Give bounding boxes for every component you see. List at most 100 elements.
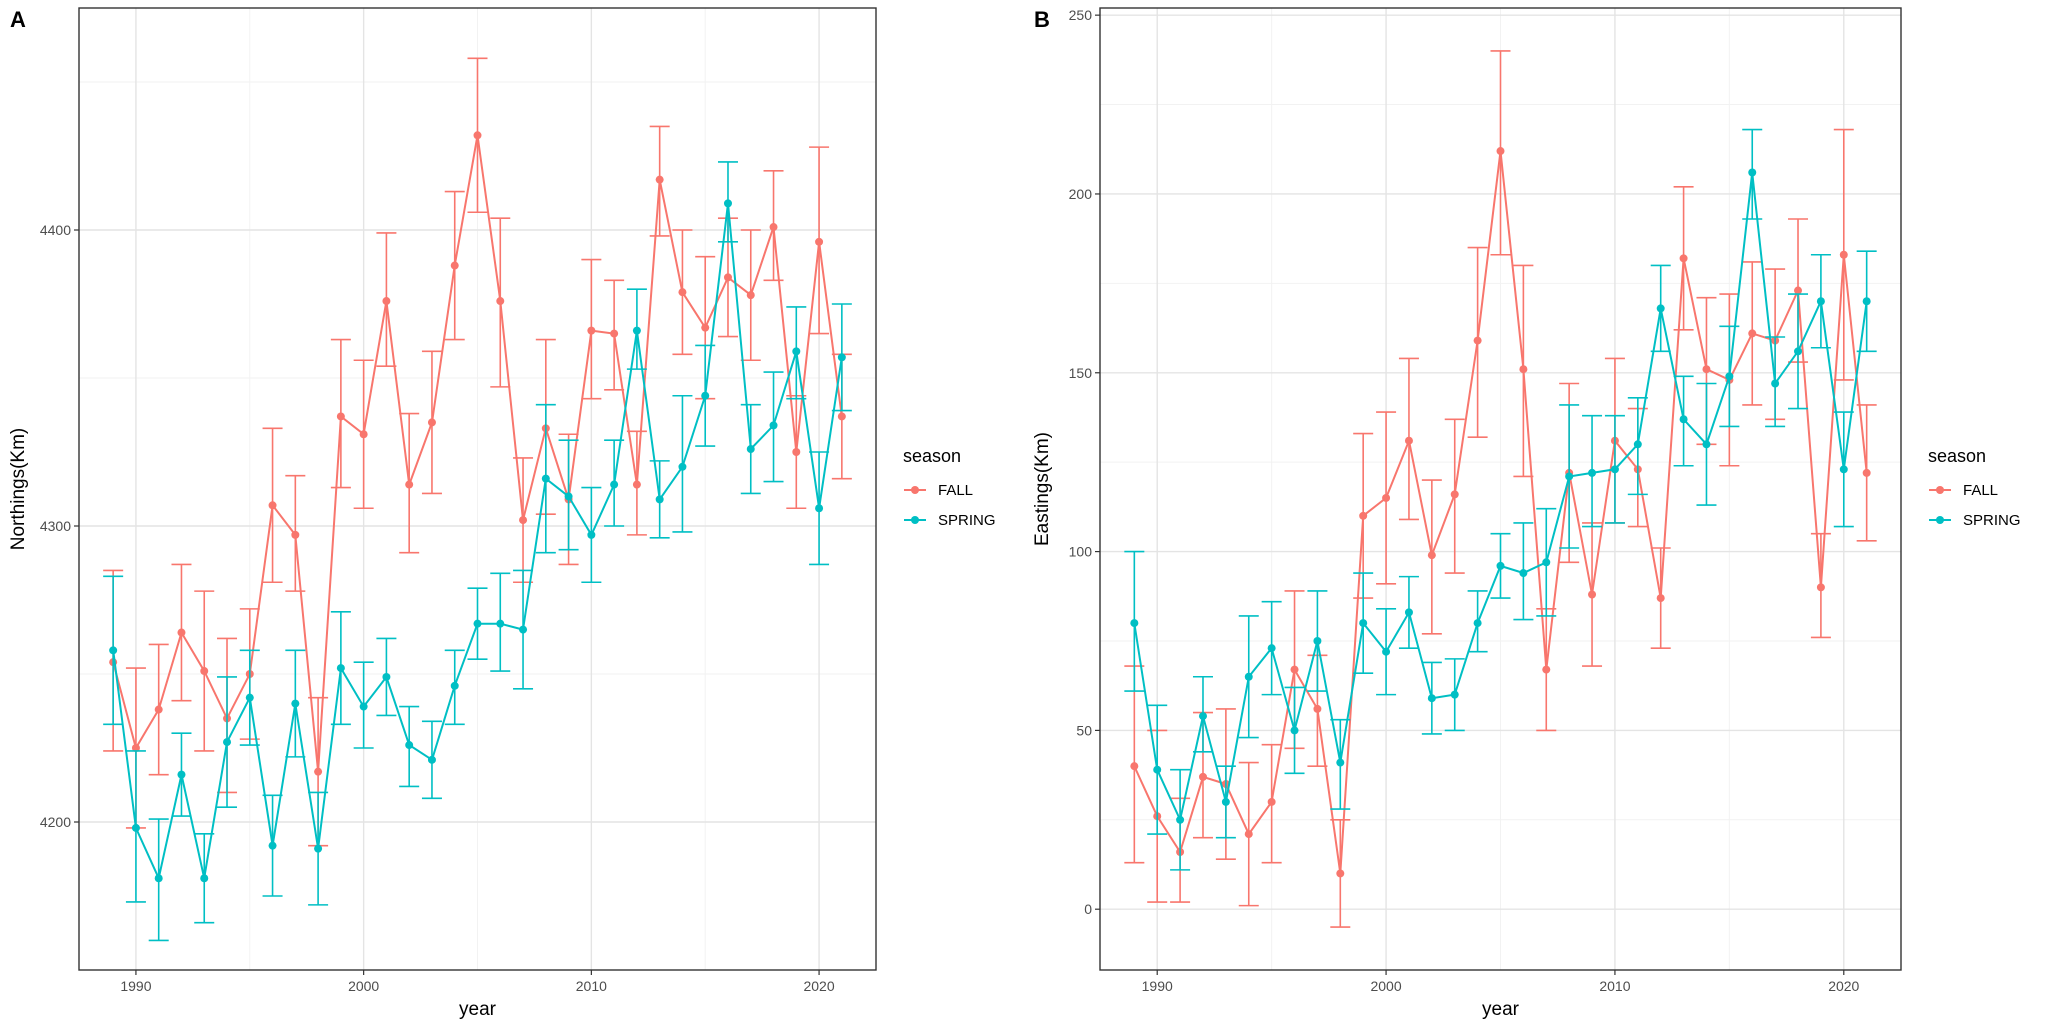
data-point [1496,561,1505,570]
data-point [1748,168,1757,177]
data-point [427,755,436,764]
data-point [1130,762,1139,771]
y-tick-label: 4300 [40,518,71,534]
legend-label: SPRING [938,512,996,529]
data-point [1130,619,1139,628]
data-point [1519,365,1528,374]
data-point [177,628,186,637]
data-point [1290,726,1299,735]
data-point [587,530,596,539]
data-point [1473,619,1482,628]
legend-key-point [911,516,919,524]
data-point [1473,336,1482,345]
data-point [1702,440,1711,449]
data-point [837,412,846,421]
data-point [1839,465,1848,474]
legend-key-point [911,486,919,494]
y-tick-label: 100 [1069,544,1093,560]
data-point [1450,490,1459,499]
panel-a: 1990 2000 2010 2020 4200 4300 4400 year Northing… [8,7,996,1020]
data-point [496,619,505,628]
data-point [610,329,619,338]
data-point [177,770,186,779]
data-point [405,480,414,489]
data-point [541,474,550,483]
x-axis-title: year [1482,999,1520,1020]
data-point [701,323,710,332]
data-point [723,273,732,282]
data-point [837,353,846,362]
data-point [473,131,482,140]
data-point [131,744,140,752]
series-fall [1124,50,1877,928]
data-point [1359,619,1368,628]
data-point [1588,590,1597,599]
data-point [1794,286,1803,295]
data-point [1816,297,1825,306]
data-point [1519,569,1528,578]
x-tick-label: 2020 [803,978,834,994]
legend-key-fall [904,486,926,494]
legend-key-spring [1929,516,1951,524]
data-point [109,646,118,655]
data-point [519,625,528,634]
data-point [769,421,778,430]
data-point [815,504,824,513]
data-point [1404,608,1413,617]
x-tick-label: 2020 [1828,978,1859,994]
data-point [268,501,277,510]
data-point [200,874,209,883]
data-point [1656,594,1665,603]
data-point [1679,415,1688,424]
legend: season FALL SPRING [903,446,996,529]
data-point [1336,869,1345,878]
data-point [1244,672,1253,681]
data-point [1290,665,1299,674]
data-point [1725,372,1734,381]
data-point [336,412,345,421]
series-spring [103,161,852,942]
data-point [1862,468,1871,477]
x-tick-label: 1990 [120,978,151,994]
data-point [359,702,368,711]
data-point [291,530,300,539]
plot-area [103,57,852,942]
data-point [1382,493,1391,502]
data-point [1542,558,1551,567]
y-tick-label: 150 [1069,365,1093,381]
x-tick-label: 2000 [1370,978,1401,994]
data-point [200,667,209,676]
panel-border [78,7,877,971]
data-point [632,480,641,489]
data-point [792,347,801,356]
data-point [1427,694,1436,703]
data-point [1542,665,1551,674]
data-point [1816,583,1825,592]
data-point [655,495,664,504]
data-point [405,741,414,750]
data-point [1610,465,1619,474]
y-tick-label: 4200 [40,814,71,830]
data-point [746,445,755,454]
data-point [1839,250,1848,259]
x-tick-label: 2010 [576,978,607,994]
data-point [1748,329,1757,338]
x-axis-title: year [459,999,497,1020]
data-point [1244,830,1253,839]
panel-letter: A [10,7,26,32]
data-point [1153,765,1162,774]
legend-key-point [1936,516,1944,524]
data-point [587,326,596,335]
data-point [815,237,824,246]
data-point [1588,468,1597,477]
data-point [1198,712,1207,721]
legend-title: season [903,446,961,466]
data-point [564,492,573,501]
data-point [1267,797,1276,806]
panel-border [1099,7,1902,971]
data-point [1359,511,1368,520]
data-point [1382,647,1391,656]
x-tick-label: 2010 [1599,978,1630,994]
data-point [359,430,368,439]
data-point [1656,304,1665,313]
